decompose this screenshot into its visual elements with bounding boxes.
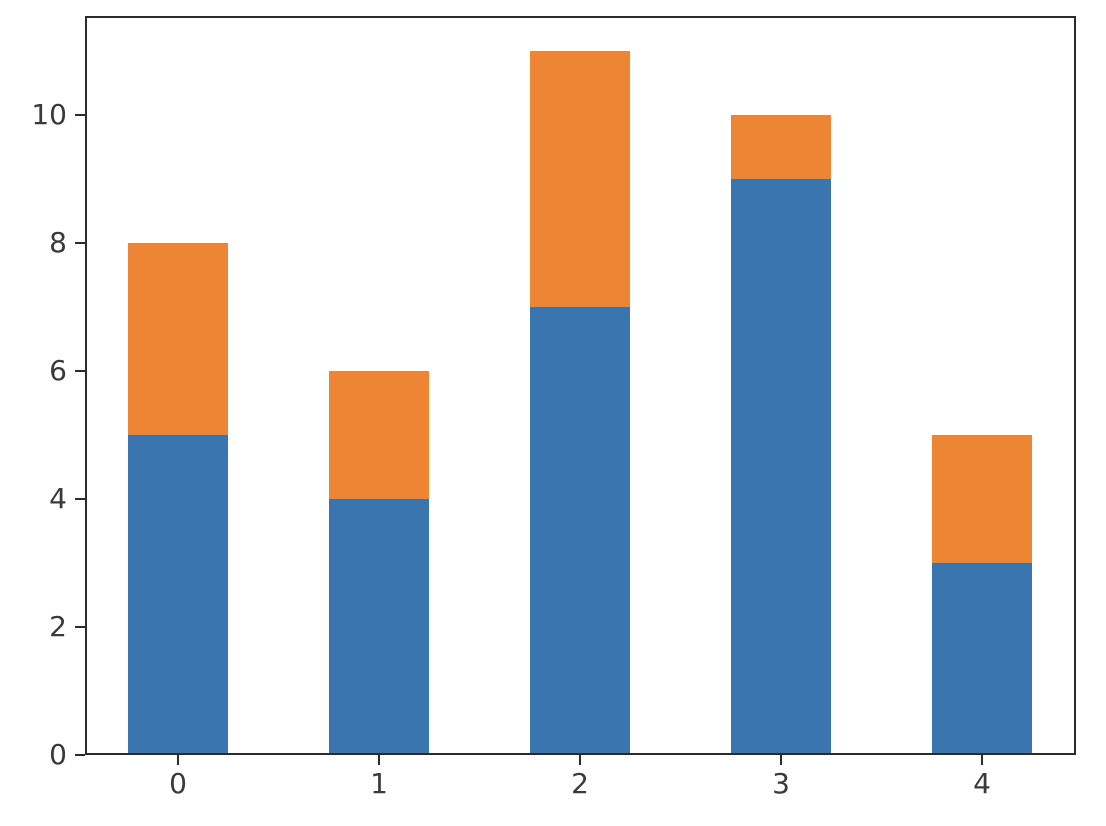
bar-2-bottom-series [530, 307, 630, 755]
bar-2-top-series [530, 51, 630, 308]
bar-0-bottom-series [128, 435, 228, 755]
ytick-mark-0 [75, 754, 85, 756]
ytick-mark-2 [75, 626, 85, 629]
ytick-mark-6 [75, 370, 85, 373]
ytick-mark-4 [75, 498, 85, 501]
xtick-mark-0 [177, 755, 179, 765]
bar-3-top-series [731, 115, 831, 180]
ytick-label-2: 2 [49, 610, 67, 644]
ytick-label-6: 6 [49, 354, 67, 388]
xtick-mark-2 [579, 755, 581, 765]
xtick-mark-4 [981, 755, 983, 765]
bar-1-top-series [329, 371, 429, 500]
xtick-label-2: 2 [571, 767, 589, 800]
bar-1-bottom-series [329, 499, 429, 755]
plot-area [85, 16, 1076, 755]
xtick-label-1: 1 [370, 767, 388, 800]
bar-0-top-series [128, 243, 228, 436]
xtick-mark-3 [780, 755, 782, 765]
xtick-label-3: 3 [772, 767, 790, 800]
ytick-label-0: 0 [49, 738, 67, 771]
bar-4-bottom-series [932, 563, 1032, 755]
xtick-label-4: 4 [973, 767, 991, 800]
ytick-label-8: 8 [49, 226, 67, 260]
ytick-label-10: 10 [31, 98, 67, 132]
xtick-label-0: 0 [169, 767, 187, 800]
ytick-mark-10 [75, 114, 85, 117]
ytick-mark-8 [75, 242, 85, 245]
bar-4-top-series [932, 435, 1032, 564]
xtick-mark-1 [378, 755, 380, 765]
bar-3-bottom-series [731, 179, 831, 755]
ytick-label-4: 4 [49, 482, 67, 516]
